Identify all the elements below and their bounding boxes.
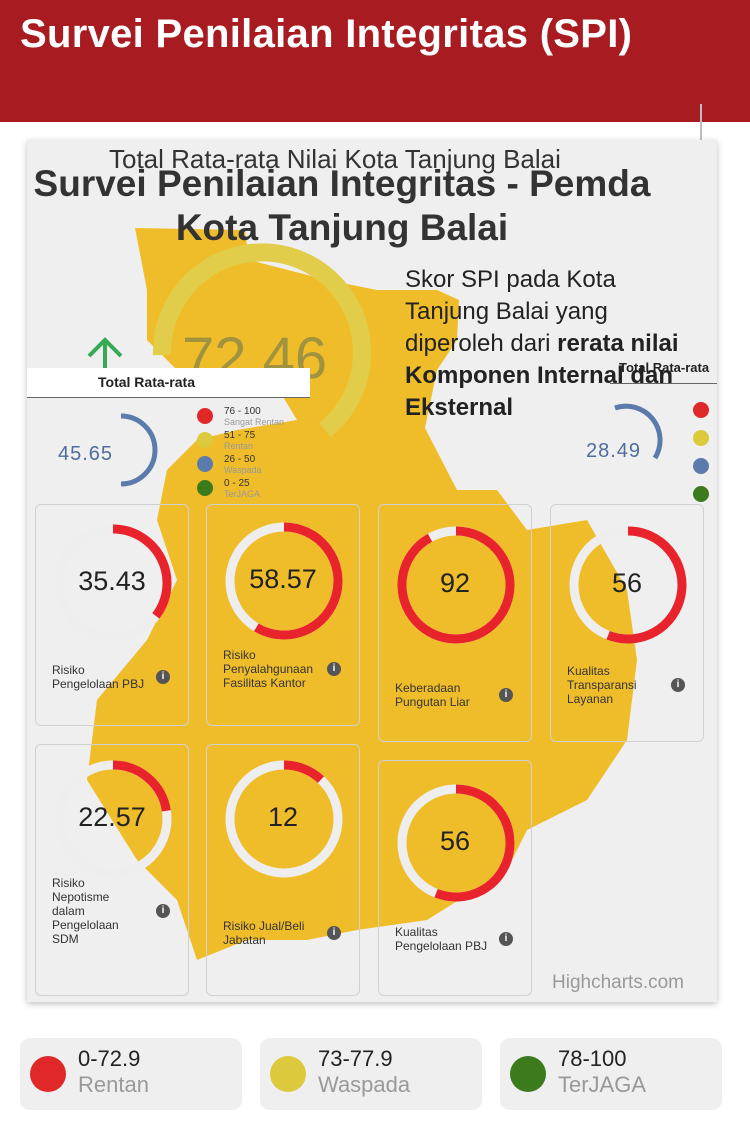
gauge-arc: [254, 522, 343, 640]
legend-name: TerJAGA: [224, 489, 261, 499]
legend-dot-icon: [693, 486, 709, 502]
legend-range: 0-72.9: [78, 1046, 141, 1071]
right-total-label: Total Rata-rata: [619, 360, 710, 375]
legend-dot-icon: [693, 430, 709, 446]
legend-dot-icon: [197, 408, 213, 424]
legend-dot-icon: [197, 456, 213, 472]
legend-name: Rentan: [224, 441, 254, 451]
legend-range: 0 - 25: [224, 478, 250, 489]
indicator-gauge: [225, 760, 343, 878]
indicator-tile[interactable]: 56 Kualitas Pengelolaan PBJ i: [378, 760, 532, 996]
right-label-bar: [610, 380, 717, 384]
map-shape: [87, 228, 637, 960]
total-label: Total Rata-rata: [98, 374, 195, 390]
legend-card: 0-72.9 Rentan: [20, 1038, 242, 1110]
up-arrow-icon: [87, 337, 123, 370]
status-dot-icon: [30, 1056, 66, 1092]
external-gauge: [614, 403, 663, 460]
indicator-label: Kualitas Pengelolaan PBJ: [395, 925, 488, 953]
indicator-gauge: [54, 524, 172, 642]
highcharts-credit[interactable]: Highcharts.com: [552, 972, 684, 993]
indicator-gauge: [54, 760, 172, 878]
indicator-value: 92: [439, 568, 471, 598]
indicator-value: 35.43: [78, 566, 146, 596]
total-gauge: [152, 243, 371, 437]
indicator-tile[interactable]: 35.43 Risiko Pengelolaan PBJ i: [35, 504, 189, 726]
gauge-arc: [606, 526, 687, 644]
indicator-tile[interactable]: 12 Risiko Jual/Beli Jabatan i: [206, 744, 360, 996]
info-icon[interactable]: i: [156, 904, 170, 918]
description-bold: rerata nilai Komponen Internal dan Ekste…: [405, 330, 679, 421]
legend-range: 51 - 75: [224, 430, 256, 441]
info-icon[interactable]: i: [499, 688, 513, 702]
gauge-arc: [434, 784, 515, 902]
indicator-label: Risiko Jual/Beli Jabatan: [223, 919, 305, 947]
indicator-label: Risiko Nepotisme dalam Pengelolaan SDM: [52, 876, 119, 946]
legend-range: 26 - 50: [224, 454, 256, 465]
chart-title: Survei Penilaian Integritas - Pemda Kota…: [33, 163, 651, 248]
info-icon[interactable]: i: [327, 662, 341, 676]
indicator-label: Risiko Penyalahgunaan Fasilitas Kantor: [223, 648, 314, 690]
indicator-value: 22.57: [78, 802, 146, 832]
legend-range: 78-100: [558, 1046, 627, 1071]
description-text: Skor SPI pada Kota Tanjung Balai yang di…: [405, 266, 616, 357]
legend-dot-icon: [693, 458, 709, 474]
app-header: Survei Penilaian Integritas (SPI): [0, 0, 750, 122]
status-dot-icon: [270, 1056, 306, 1092]
legend-name: Rentan: [78, 1072, 149, 1097]
gauge-arc: [112, 524, 172, 619]
gauge-arc: [112, 760, 171, 812]
info-icon[interactable]: i: [327, 926, 341, 940]
indicator-tile[interactable]: 92 Keberadaan Pungutan Liar i: [378, 504, 532, 742]
legend-card: 78-100 TerJAGA: [500, 1038, 722, 1110]
indicator-tile[interactable]: 56 Kualitas Transparansi Layanan i: [550, 504, 704, 742]
chart-overlay-title: Total Rata-rata Nilai Kota Tanjung Balai: [109, 144, 561, 174]
info-icon[interactable]: i: [156, 670, 170, 684]
indicator-value: 58.57: [249, 564, 317, 594]
indicator-label: Risiko Pengelolaan PBJ: [52, 663, 145, 691]
gauge-arc: [283, 760, 325, 784]
legend-name: TerJAGA: [558, 1072, 647, 1097]
total-label-bar: [27, 368, 310, 398]
legend-card: 73-77.9 Waspada: [260, 1038, 482, 1110]
indicator-gauge: [225, 522, 343, 640]
internal-score: 45.65: [58, 443, 114, 465]
info-icon[interactable]: i: [499, 932, 513, 946]
legend-name: Waspada: [318, 1072, 411, 1097]
legend-dot-icon: [197, 432, 213, 448]
info-icon[interactable]: i: [671, 678, 685, 692]
internal-gauge: [120, 413, 158, 487]
indicator-value: 56: [439, 826, 471, 856]
indicator-gauge: [397, 526, 515, 644]
legend-name: Sangat Rentan: [224, 417, 285, 427]
legend-name: Waspada: [224, 465, 262, 475]
legend-range: 76 - 100: [224, 406, 261, 417]
indicator-gauge: [397, 784, 515, 902]
indicator-label: Keberadaan Pungutan Liar: [395, 681, 470, 709]
external-score: 28.49: [586, 440, 642, 462]
legend-dot-icon: [197, 480, 213, 496]
indicator-value: 56: [611, 568, 643, 598]
indicator-tile[interactable]: 58.57 Risiko Penyalahgunaan Fasilitas Kan…: [206, 504, 360, 726]
status-dot-icon: [510, 1056, 546, 1092]
indicator-value: 12: [267, 802, 299, 832]
legend-dot-icon: [693, 402, 709, 418]
header-title: Survei Penilaian Integritas (SPI): [20, 12, 633, 56]
indicator-tile[interactable]: 22.57 Risiko Nepotisme dalam Pengelolaan …: [35, 744, 189, 996]
embedded-dashboard[interactable]: Total Rata-rata Nilai Kota Tanjung Balai…: [27, 140, 717, 1002]
legend-range: 73-77.9: [318, 1046, 393, 1071]
indicator-gauge: [569, 526, 687, 644]
gauge-arc: [397, 526, 515, 644]
indicator-label: Kualitas Transparansi Layanan: [567, 664, 637, 706]
chart-description: Skor SPI pada Kota Tanjung Balai yang di…: [405, 264, 705, 424]
